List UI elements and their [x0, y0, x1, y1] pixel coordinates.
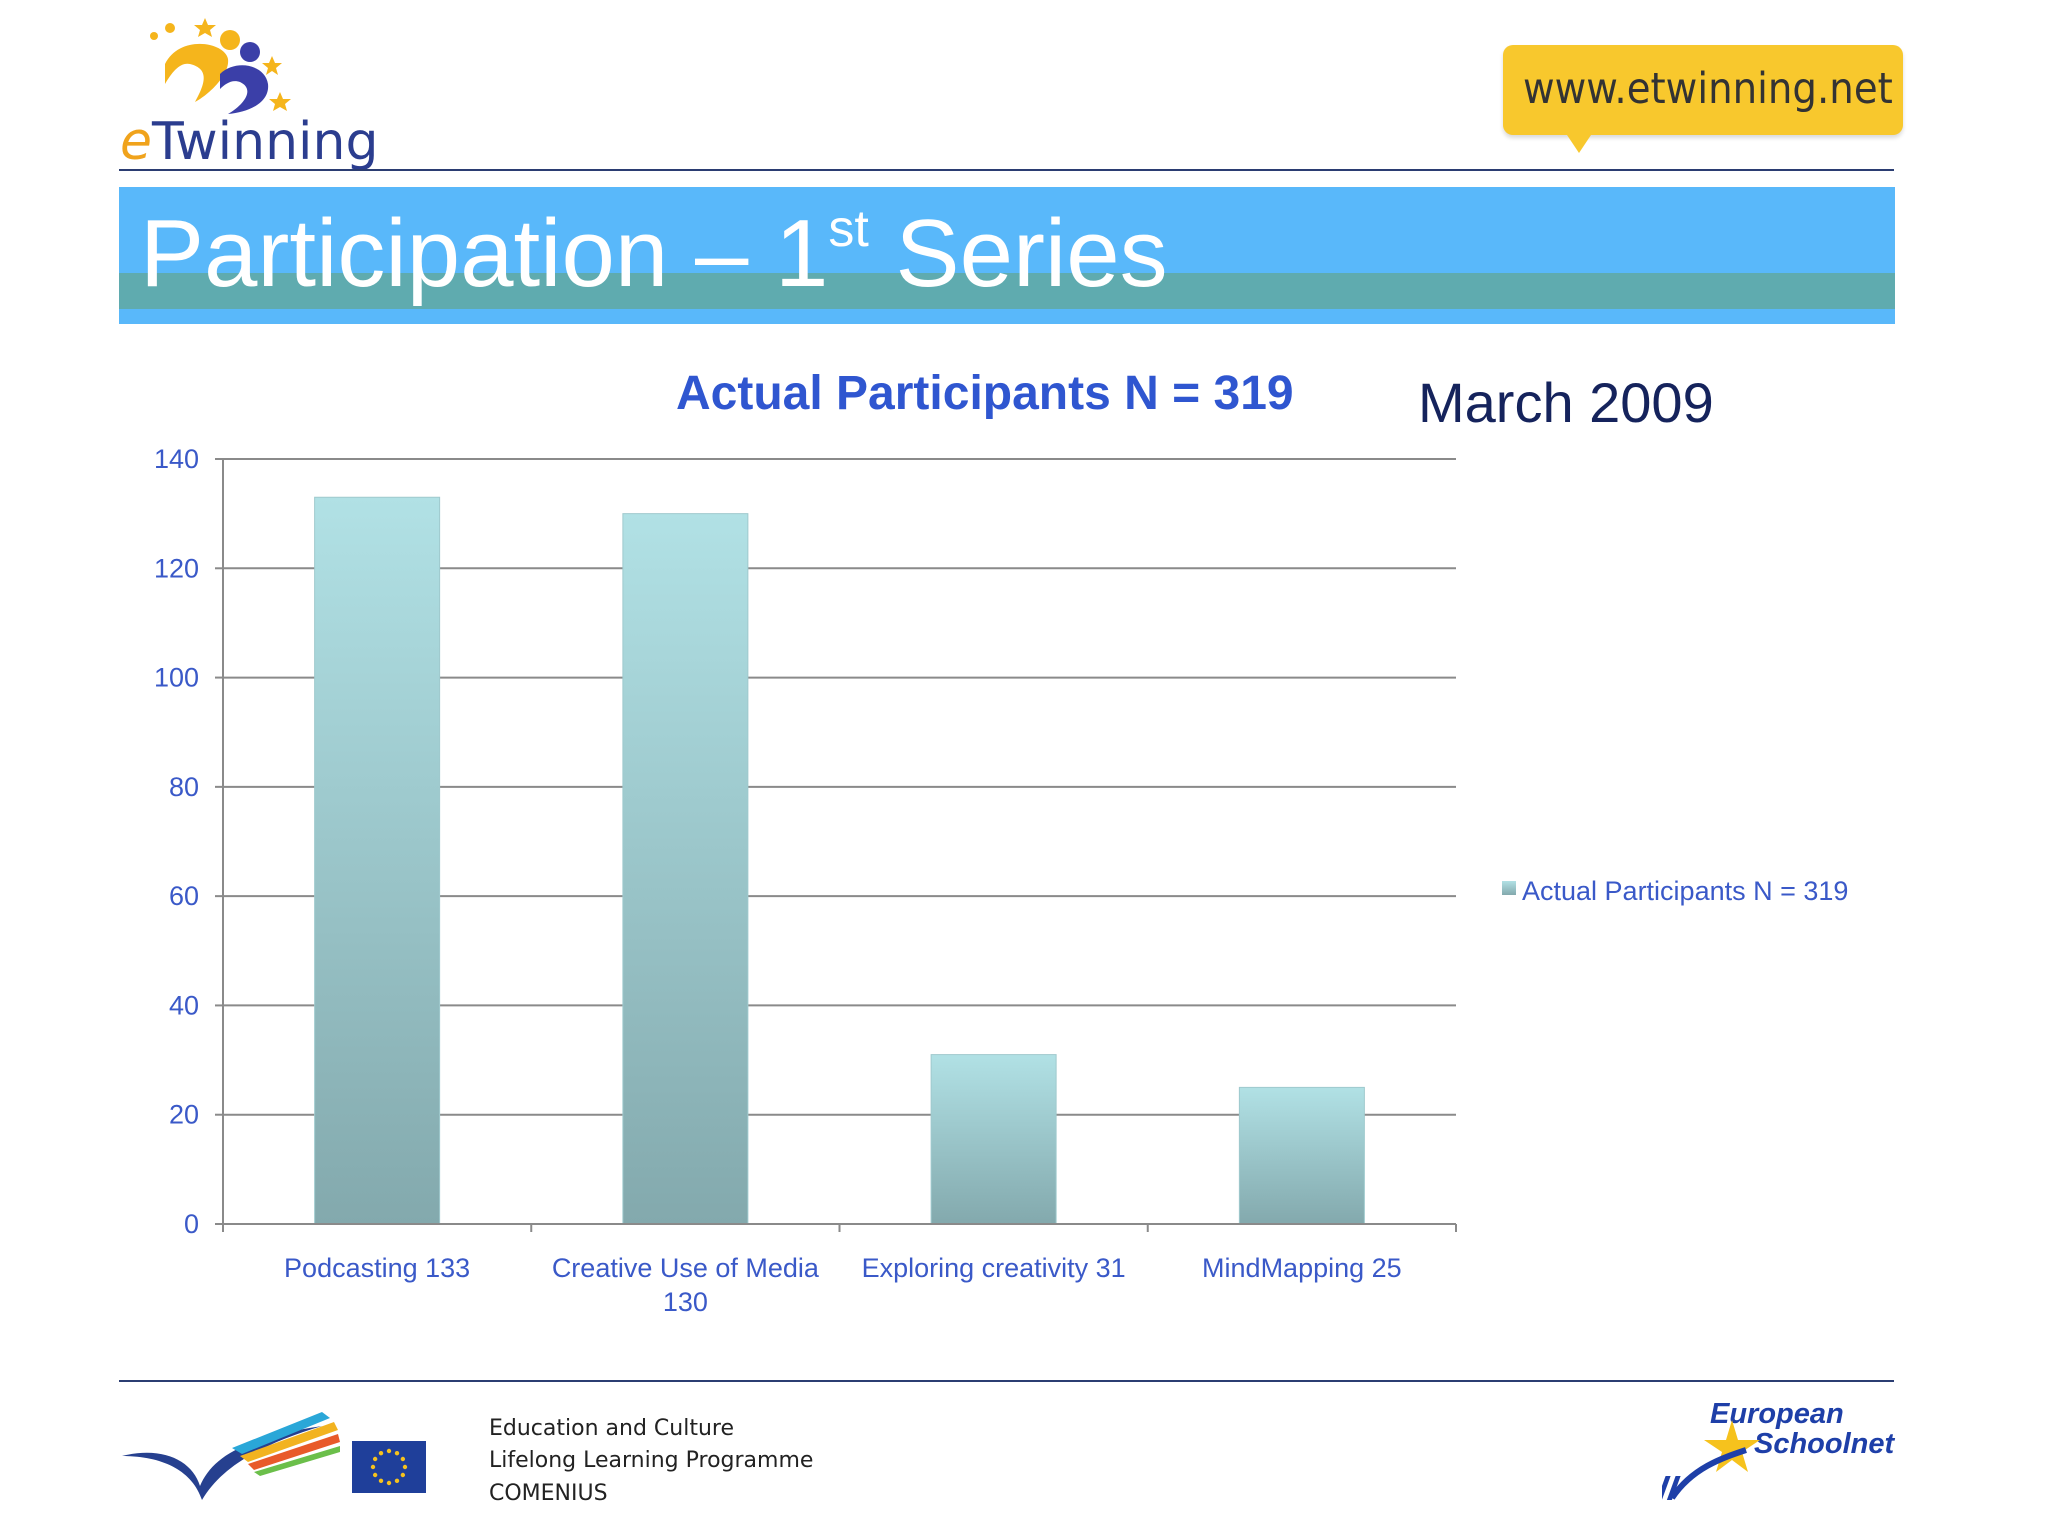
legend-swatch	[1502, 881, 1516, 895]
x-category-label: Exploring creativity 31	[862, 1253, 1126, 1283]
footer-line-1: Education and Culture	[489, 1416, 734, 1441]
schoolnet-star-icon	[1662, 1420, 1760, 1500]
y-tick-label: 140	[154, 444, 199, 474]
lifelong-learning-icon	[122, 1412, 340, 1500]
callout-tail	[1567, 135, 1591, 153]
title-superscript: st	[828, 200, 869, 258]
etwinning-figures-icon	[150, 18, 291, 114]
y-tick-label: 60	[169, 881, 199, 911]
chart-date-label: March 2009	[1418, 371, 1714, 434]
header-rule	[119, 169, 1894, 171]
page-title: Participation – 1st Series	[140, 199, 1168, 309]
legend-label: Actual Participants N = 319	[1522, 876, 1848, 906]
y-tick-label: 0	[184, 1209, 199, 1239]
eu-star	[378, 1450, 384, 1456]
bar	[622, 513, 749, 1225]
lifelong-learning-logo	[122, 1408, 342, 1500]
footer-line-2: Lifelong Learning Programme	[489, 1448, 814, 1473]
y-tick-label: 20	[169, 1100, 199, 1130]
title-band-stripe	[119, 273, 1895, 309]
eu-star	[400, 1472, 406, 1478]
european-schoolnet-logo: European Schoolnet	[1662, 1398, 1902, 1508]
eu-star	[386, 1448, 392, 1454]
website-url: www.etwinning.net	[1523, 64, 1893, 114]
title-end: Series	[868, 200, 1168, 307]
title-band: Participation – 1st Series	[119, 187, 1895, 324]
eu-flag-icon	[352, 1441, 426, 1493]
etwinning-logo: eTwinning	[110, 14, 378, 174]
x-category-label: Podcasting 133	[284, 1253, 470, 1283]
eu-star	[386, 1480, 392, 1486]
bar-chart: 0 20 40 60 80 100 120 140 Podcasting 133 Creative…	[154, 444, 1849, 1317]
url-callout: www.etwinning.net	[1503, 45, 1903, 153]
eu-star	[372, 1472, 378, 1478]
eu-star	[378, 1478, 384, 1484]
eu-star	[402, 1464, 408, 1470]
bar	[314, 496, 441, 1225]
y-tick-label: 100	[154, 663, 199, 693]
y-tick-label: 40	[169, 990, 199, 1020]
chart-title: Actual Participants N = 319	[676, 367, 1294, 420]
eu-star	[394, 1478, 400, 1484]
footer-rule	[119, 1380, 1894, 1382]
y-tick-label: 80	[169, 772, 199, 802]
x-category-label: 130	[663, 1287, 708, 1317]
eu-star	[372, 1456, 378, 1462]
eu-star	[394, 1450, 400, 1456]
eu-flag	[352, 1441, 426, 1493]
title-main: Participation – 1	[140, 200, 829, 307]
eu-star	[400, 1456, 406, 1462]
x-category-label: MindMapping 25	[1202, 1253, 1402, 1283]
footer-line-3: COMENIUS	[489, 1481, 608, 1506]
bar	[1238, 1086, 1365, 1225]
y-tick-label: 120	[154, 553, 199, 583]
esn-line-2: Schoolnet	[1754, 1428, 1895, 1460]
logo-wordmark-rest: Twinning	[152, 112, 379, 172]
eu-star	[370, 1464, 376, 1470]
x-category-label: Creative Use of Media	[552, 1253, 820, 1283]
etwinning-wordmark: eTwinning	[120, 112, 379, 172]
bar	[930, 1054, 1057, 1225]
